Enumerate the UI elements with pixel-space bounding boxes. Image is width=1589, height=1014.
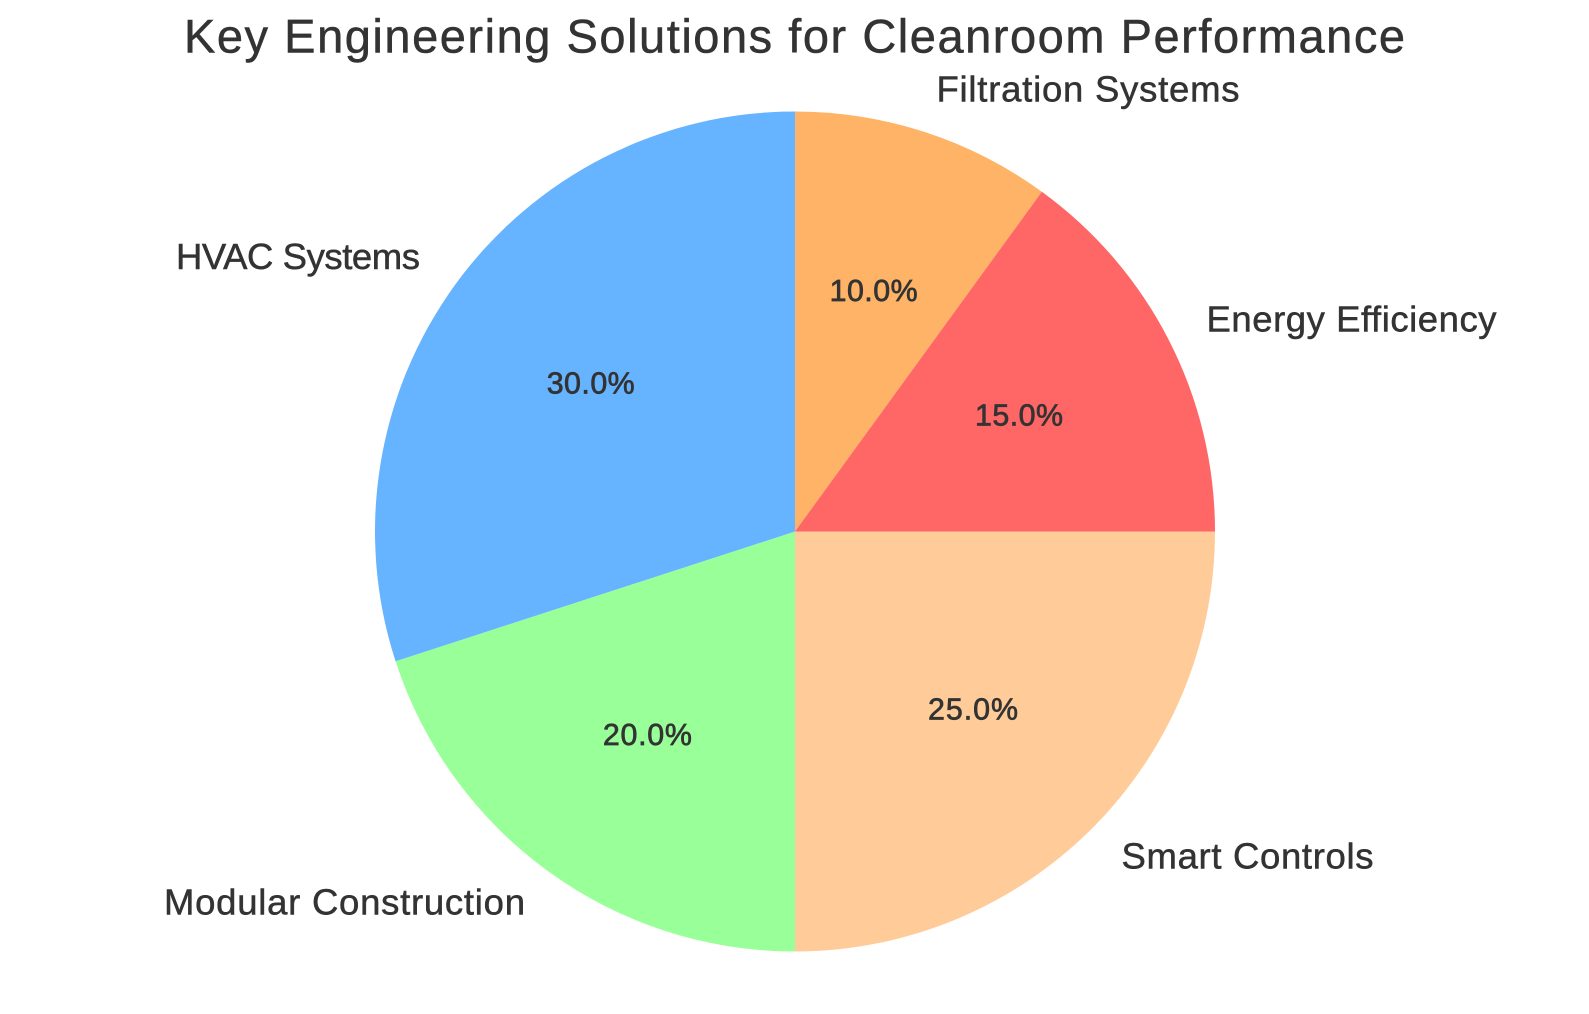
svg-text:Modular Construction: Modular Construction bbox=[164, 881, 525, 922]
svg-text:Energy Efficiency: Energy Efficiency bbox=[1207, 298, 1498, 339]
svg-text:15.0%: 15.0% bbox=[975, 399, 1063, 433]
svg-text:Key Engineering Solutions for: Key Engineering Solutions for Cleanroom … bbox=[184, 10, 1405, 63]
svg-text:10.0%: 10.0% bbox=[830, 274, 918, 308]
svg-text:20.0%: 20.0% bbox=[603, 718, 692, 752]
svg-text:HVAC Systems: HVAC Systems bbox=[176, 236, 420, 277]
svg-text:Smart Controls: Smart Controls bbox=[1122, 836, 1374, 877]
svg-text:Filtration Systems: Filtration Systems bbox=[937, 69, 1240, 110]
svg-text:25.0%: 25.0% bbox=[928, 693, 1018, 727]
svg-text:30.0%: 30.0% bbox=[547, 366, 635, 400]
